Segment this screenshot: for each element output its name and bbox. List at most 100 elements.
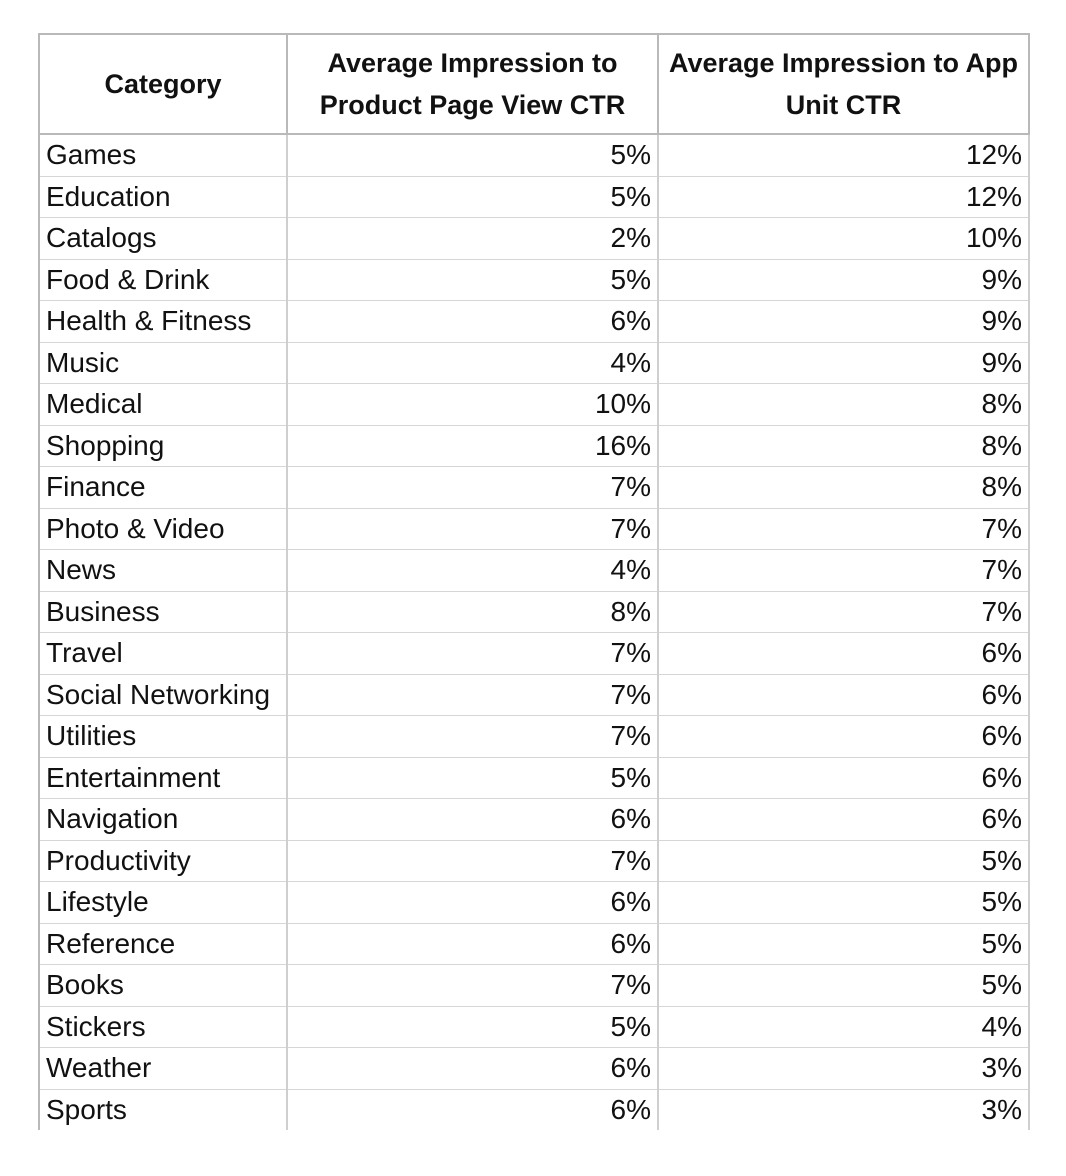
- product-page-view-ctr-cell: 2%: [287, 217, 659, 260]
- category-cell: Sports: [38, 1089, 288, 1130]
- header-product-page-view-ctr: Average Impression to Product Page View …: [286, 33, 659, 135]
- app-unit-ctr-cell: 9%: [658, 259, 1030, 301]
- table-row: Stickers 5% 4%: [38, 1006, 1030, 1048]
- table-row: Entertainment 5% 6%: [38, 757, 1030, 799]
- app-unit-ctr-cell: 6%: [658, 632, 1030, 675]
- app-unit-ctr-cell: 7%: [658, 508, 1030, 550]
- table-row: Navigation 6% 6%: [38, 798, 1030, 841]
- app-unit-ctr-cell: 9%: [658, 342, 1030, 384]
- ctr-table: Category Average Impression to Product P…: [38, 33, 1030, 1130]
- table-row: Catalogs 2% 10%: [38, 217, 1030, 260]
- product-page-view-ctr-cell: 4%: [287, 549, 659, 592]
- product-page-view-ctr-cell: 6%: [287, 300, 659, 343]
- category-cell: Education: [38, 176, 288, 218]
- product-page-view-ctr-cell: 6%: [287, 881, 659, 924]
- app-unit-ctr-cell: 7%: [658, 549, 1030, 592]
- product-page-view-ctr-cell: 7%: [287, 466, 659, 509]
- app-unit-ctr-cell: 8%: [658, 466, 1030, 509]
- category-cell: Business: [38, 591, 288, 633]
- app-unit-ctr-cell: 6%: [658, 798, 1030, 841]
- category-cell: Reference: [38, 923, 288, 965]
- product-page-view-ctr-cell: 5%: [287, 134, 659, 177]
- product-page-view-ctr-cell: 5%: [287, 176, 659, 218]
- product-page-view-ctr-cell: 10%: [287, 383, 659, 426]
- table-header: Category Average Impression to Product P…: [38, 33, 1030, 135]
- app-unit-ctr-cell: 5%: [658, 881, 1030, 924]
- category-cell: Productivity: [38, 840, 288, 882]
- product-page-view-ctr-cell: 7%: [287, 632, 659, 675]
- app-unit-ctr-cell: 4%: [658, 1006, 1030, 1048]
- table-row: Photo & Video 7% 7%: [38, 508, 1030, 550]
- category-cell: Social Networking: [38, 674, 288, 716]
- category-cell: Music: [38, 342, 288, 384]
- product-page-view-ctr-cell: 7%: [287, 715, 659, 758]
- product-page-view-ctr-cell: 7%: [287, 508, 659, 550]
- product-page-view-ctr-cell: 6%: [287, 1089, 659, 1130]
- category-cell: Games: [38, 134, 288, 177]
- table-row: Music 4% 9%: [38, 342, 1030, 384]
- app-unit-ctr-cell: 6%: [658, 674, 1030, 716]
- table-row: Weather 6% 3%: [38, 1047, 1030, 1090]
- app-unit-ctr-cell: 10%: [658, 217, 1030, 260]
- category-cell: Lifestyle: [38, 881, 288, 924]
- app-unit-ctr-cell: 12%: [658, 134, 1030, 177]
- table-row: Medical 10% 8%: [38, 383, 1030, 426]
- table-row: News 4% 7%: [38, 549, 1030, 592]
- table-row: Sports 6% 3%: [38, 1089, 1030, 1130]
- category-cell: Entertainment: [38, 757, 288, 799]
- header-app-line-1: Average Impression to App: [668, 48, 1019, 78]
- table-row: Books 7% 5%: [38, 964, 1030, 1007]
- category-cell: Books: [38, 964, 288, 1007]
- app-unit-ctr-cell: 9%: [658, 300, 1030, 343]
- category-cell: News: [38, 549, 288, 592]
- product-page-view-ctr-cell: 6%: [287, 798, 659, 841]
- header-row: Category Average Impression to Product P…: [38, 33, 1030, 135]
- category-cell: Finance: [38, 466, 288, 509]
- category-cell: Stickers: [38, 1006, 288, 1048]
- app-unit-ctr-cell: 5%: [658, 840, 1030, 882]
- table-row: Health & Fitness 6% 9%: [38, 300, 1030, 343]
- table-row: Shopping 16% 8%: [38, 425, 1030, 467]
- category-cell: Shopping: [38, 425, 288, 467]
- app-unit-ctr-cell: 12%: [658, 176, 1030, 218]
- table-row: Travel 7% 6%: [38, 632, 1030, 675]
- product-page-view-ctr-cell: 7%: [287, 840, 659, 882]
- table-row: Business 8% 7%: [38, 591, 1030, 633]
- table-row: Lifestyle 6% 5%: [38, 881, 1030, 924]
- product-page-view-ctr-cell: 5%: [287, 259, 659, 301]
- header-app-line-2: Unit CTR: [785, 90, 902, 120]
- header-app-unit-ctr: Average Impression to App Unit CTR: [657, 33, 1030, 135]
- category-cell: Health & Fitness: [38, 300, 288, 343]
- app-unit-ctr-cell: 6%: [658, 715, 1030, 758]
- product-page-view-ctr-cell: 7%: [287, 964, 659, 1007]
- table-row: Productivity 7% 5%: [38, 840, 1030, 882]
- table-row: Education 5% 12%: [38, 176, 1030, 218]
- product-page-view-ctr-cell: 6%: [287, 923, 659, 965]
- category-cell: Photo & Video: [38, 508, 288, 550]
- product-page-view-ctr-cell: 6%: [287, 1047, 659, 1090]
- app-unit-ctr-cell: 7%: [658, 591, 1030, 633]
- header-category-label: Category: [104, 69, 222, 99]
- table-row: Utilities 7% 6%: [38, 715, 1030, 758]
- app-unit-ctr-cell: 8%: [658, 383, 1030, 426]
- app-unit-ctr-cell: 3%: [658, 1089, 1030, 1130]
- ctr-table-container: Category Average Impression to Product P…: [38, 33, 1030, 1130]
- product-page-view-ctr-cell: 5%: [287, 1006, 659, 1048]
- header-category: Category: [38, 33, 288, 135]
- app-unit-ctr-cell: 6%: [658, 757, 1030, 799]
- table-row: Games 5% 12%: [38, 134, 1030, 177]
- product-page-view-ctr-cell: 16%: [287, 425, 659, 467]
- category-cell: Weather: [38, 1047, 288, 1090]
- app-unit-ctr-cell: 8%: [658, 425, 1030, 467]
- category-cell: Food & Drink: [38, 259, 288, 301]
- product-page-view-ctr-cell: 5%: [287, 757, 659, 799]
- table-row: Social Networking 7% 6%: [38, 674, 1030, 716]
- app-unit-ctr-cell: 3%: [658, 1047, 1030, 1090]
- table-row: Finance 7% 8%: [38, 466, 1030, 509]
- product-page-view-ctr-cell: 8%: [287, 591, 659, 633]
- product-page-view-ctr-cell: 7%: [287, 674, 659, 716]
- category-cell: Utilities: [38, 715, 288, 758]
- app-unit-ctr-cell: 5%: [658, 923, 1030, 965]
- header-ppv-line-2: Product Page View CTR: [319, 90, 626, 120]
- table-row: Reference 6% 5%: [38, 923, 1030, 965]
